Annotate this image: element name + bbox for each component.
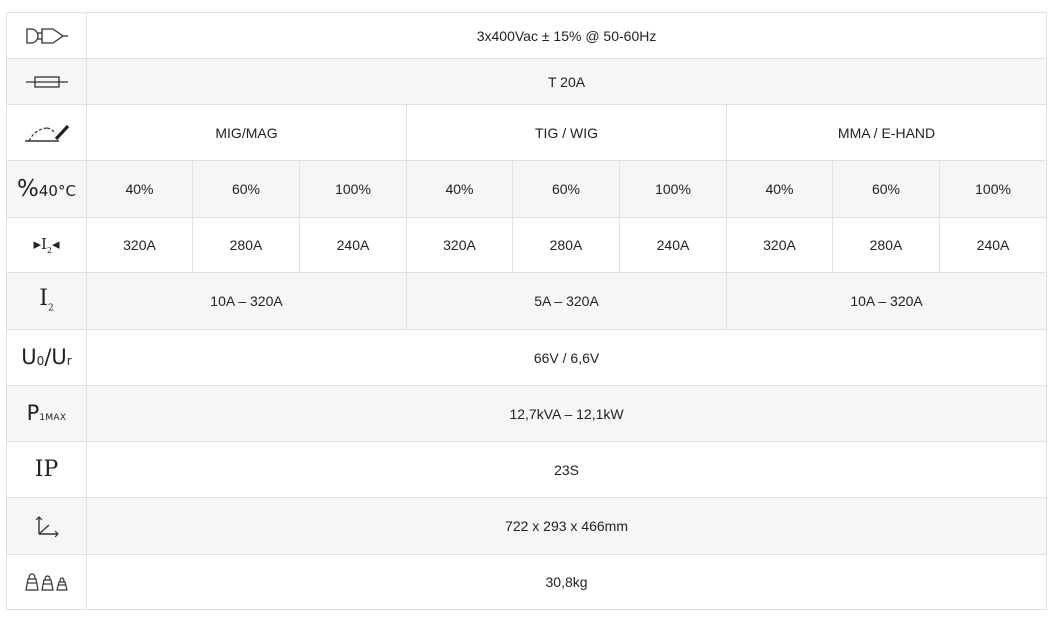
fuse-icon: [25, 75, 68, 88]
current-range-mig: 10A – 320A: [86, 272, 407, 330]
fuse-icon-cell: [6, 58, 87, 105]
welding-current-value: 280A: [192, 217, 300, 273]
dimensions-value: 722 x 293 x 466mm: [85, 497, 1048, 555]
duty-cycle-value: 60%: [832, 160, 940, 218]
row-power: P1MAX 12,7kVA – 12,1kW: [6, 385, 1048, 442]
welding-current-value: 280A: [832, 217, 940, 273]
power-supply-icon-cell: [6, 12, 87, 59]
power-value: 12,7kVA – 12,1kW: [85, 385, 1048, 442]
duty-cycle-value: 100%: [299, 160, 407, 218]
row-current-range: I2 10A – 320A 5A – 320A 10A – 320A: [6, 272, 1048, 330]
protection-symbol: IP: [34, 456, 59, 482]
current-range-mma: 10A – 320A: [725, 272, 1048, 330]
welding-current-value: 320A: [406, 217, 513, 273]
dimensions-icon-cell: [6, 497, 87, 555]
weights-icon: [24, 573, 68, 591]
duty-cycle-symbol-cell: %40°C: [6, 160, 87, 218]
power-symbol: P1MAX: [26, 401, 67, 425]
duty-cycle-value: 40%: [406, 160, 513, 218]
welding-current-symbol-cell: ▸I2◂: [6, 217, 87, 273]
protection-symbol-cell: IP: [6, 441, 87, 498]
duty-cycle-value: 100%: [938, 160, 1048, 218]
fuse-value: T 20A: [85, 58, 1048, 105]
welding-current-value: 320A: [726, 217, 833, 273]
duty-cycle-value: 40%: [86, 160, 193, 218]
power-symbol-cell: P1MAX: [6, 385, 87, 442]
spec-table: 3x400Vac ± 15% @ 50-60Hz T 20A MIG/MAG T…: [6, 12, 1048, 610]
row-duty-cycle: %40°C 40% 60% 100% 40% 60% 100% 40% 60% …: [6, 160, 1048, 218]
welding-current-value: 320A: [86, 217, 193, 273]
duty-cycle-symbol: %40°C: [17, 175, 76, 202]
duty-cycle-value: 100%: [619, 160, 727, 218]
duty-cycle-value: 60%: [192, 160, 300, 218]
plug-icon: [25, 27, 68, 44]
power-supply-value: 3x400Vac ± 15% @ 50-60Hz: [85, 12, 1048, 59]
row-welding-current: ▸I2◂ 320A 280A 240A 320A 280A 240A 320A …: [6, 217, 1048, 273]
voltage-value: 66V / 6,6V: [85, 329, 1048, 386]
weight-value: 30,8kg: [85, 554, 1048, 610]
welding-current-value: 240A: [938, 217, 1048, 273]
row-fuse: T 20A: [6, 58, 1048, 105]
row-process: MIG/MAG TIG / WIG MMA / E-HAND: [6, 104, 1048, 161]
welding-current-value: 240A: [619, 217, 727, 273]
weight-icon-cell: [6, 554, 87, 610]
dimensions-axes-icon: [35, 516, 59, 538]
welding-current-value: 240A: [299, 217, 407, 273]
duty-cycle-value: 40%: [726, 160, 833, 218]
row-voltage: U0/Ur 66V / 6,6V: [6, 329, 1048, 386]
voltage-symbol: U0/Ur: [21, 345, 72, 369]
current-range-symbol-cell: I2: [6, 272, 87, 330]
row-protection: IP 23S: [6, 441, 1048, 498]
current-range-symbol: I2: [39, 286, 54, 314]
process-mig: MIG/MAG: [86, 104, 407, 161]
process-icon-cell: [6, 104, 87, 161]
protection-value: 23S: [85, 441, 1048, 498]
welding-torch-icon: [24, 124, 69, 142]
current-range-tig: 5A – 320A: [406, 272, 727, 330]
process-mma: MMA / E-HAND: [725, 104, 1048, 161]
row-weight: 30,8kg: [6, 554, 1048, 610]
row-power-supply: 3x400Vac ± 15% @ 50-60Hz: [6, 12, 1048, 59]
row-dimensions: 722 x 293 x 466mm: [6, 497, 1048, 555]
voltage-symbol-cell: U0/Ur: [6, 329, 87, 386]
process-tig: TIG / WIG: [406, 104, 727, 161]
welding-current-value: 280A: [512, 217, 620, 273]
duty-cycle-value: 60%: [512, 160, 620, 218]
current-arrow-icon: ▸I2◂: [33, 234, 60, 255]
